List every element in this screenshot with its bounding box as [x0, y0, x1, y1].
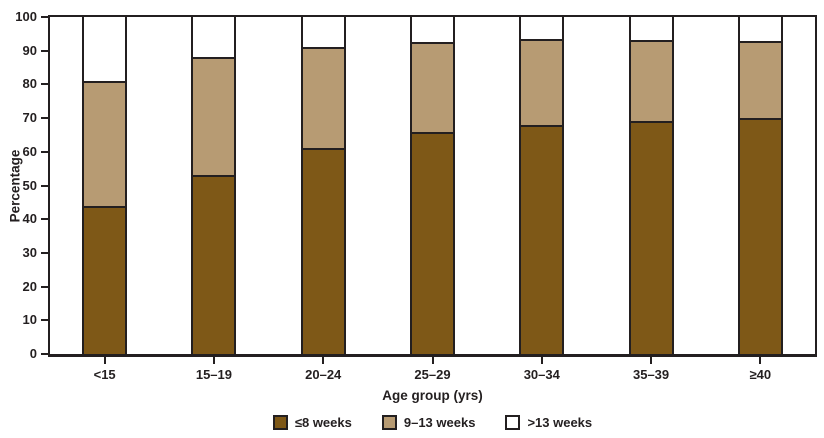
- y-axis-tick-label: 30: [22, 244, 37, 260]
- legend-label: ≤8 weeks: [294, 415, 352, 430]
- legend-item: ≤8 weeks: [272, 415, 352, 430]
- y-axis-tick-label: 20: [22, 278, 37, 294]
- x-axis-tick: [103, 357, 106, 364]
- y-axis-tick: [41, 117, 48, 120]
- legend-swatch: [505, 415, 521, 430]
- x-axis-tick: [759, 357, 762, 364]
- x-axis-tick: [322, 357, 325, 364]
- legend-swatch: [381, 415, 397, 430]
- bar: [300, 17, 346, 354]
- bar-segment: [302, 148, 344, 354]
- legend: ≤8 weeks 9–13 weeks >13 weeks: [48, 415, 817, 430]
- y-axis-tick-label: 40: [22, 211, 37, 227]
- y-axis-tick: [41, 353, 48, 355]
- y-axis-tick: [41, 218, 48, 221]
- x-axis-tick-label: <15: [93, 367, 116, 382]
- x-axis-tick-label: 35–39: [632, 367, 670, 382]
- y-axis-tick: [41, 16, 48, 18]
- bar: [191, 17, 237, 354]
- y-axis-tick: [41, 319, 48, 322]
- legend-label: 9–13 weeks: [403, 415, 476, 430]
- y-axis-tick-label: 90: [22, 42, 37, 58]
- x-axis-title: Age group (yrs): [382, 388, 483, 403]
- bar-segment: [412, 131, 453, 354]
- y-axis-tick-label: 10: [22, 312, 37, 328]
- x-axis-tick-label: 20–24: [305, 367, 342, 382]
- x-axis-tick: [650, 357, 653, 364]
- bar: [737, 17, 783, 354]
- legend-swatch: [272, 415, 288, 430]
- x-axis-tick-label: ≥40: [749, 367, 772, 382]
- y-axis-tick-label: 50: [22, 177, 37, 193]
- y-axis-tick: [41, 49, 48, 52]
- y-axis-tick-label: 100: [15, 9, 37, 24]
- x-axis-tick-label: 30–34: [523, 367, 560, 382]
- y-axis-tick-label: 70: [22, 110, 37, 126]
- bar-segment: [521, 124, 563, 354]
- x-axis-tick-label: 25–29: [414, 367, 451, 382]
- plot-area: 0 10 20 30 40 50 60 70 80 90 100 <15 15–19 20–24 25–29…: [15, 9, 817, 382]
- y-axis-tick-label: 0: [29, 346, 37, 361]
- bar-segment: [193, 175, 235, 354]
- bar-segment: [84, 205, 126, 354]
- y-axis-tick: [41, 184, 48, 187]
- x-axis-tick: [540, 357, 543, 364]
- legend-item: >13 weeks: [505, 415, 592, 430]
- bar-segment: [630, 121, 672, 354]
- y-axis-tick: [41, 251, 48, 254]
- bar: [628, 17, 674, 354]
- y-axis-tick-label: 60: [22, 143, 37, 159]
- legend-item: 9–13 weeks: [381, 415, 476, 430]
- y-axis-tick-label: 80: [22, 76, 37, 92]
- x-axis-tick: [431, 357, 434, 364]
- bar: [82, 17, 128, 354]
- legend-label: >13 weeks: [527, 415, 593, 430]
- bar: [410, 17, 455, 354]
- y-axis-title: Percentage: [7, 149, 23, 223]
- x-axis-tick: [212, 357, 215, 364]
- bar-segment: [739, 118, 781, 354]
- y-axis-tick: [41, 150, 48, 153]
- y-axis-tick: [41, 285, 48, 288]
- bar: [519, 17, 565, 354]
- y-axis-tick: [41, 83, 48, 86]
- x-axis-tick-label: 15–19: [195, 367, 232, 382]
